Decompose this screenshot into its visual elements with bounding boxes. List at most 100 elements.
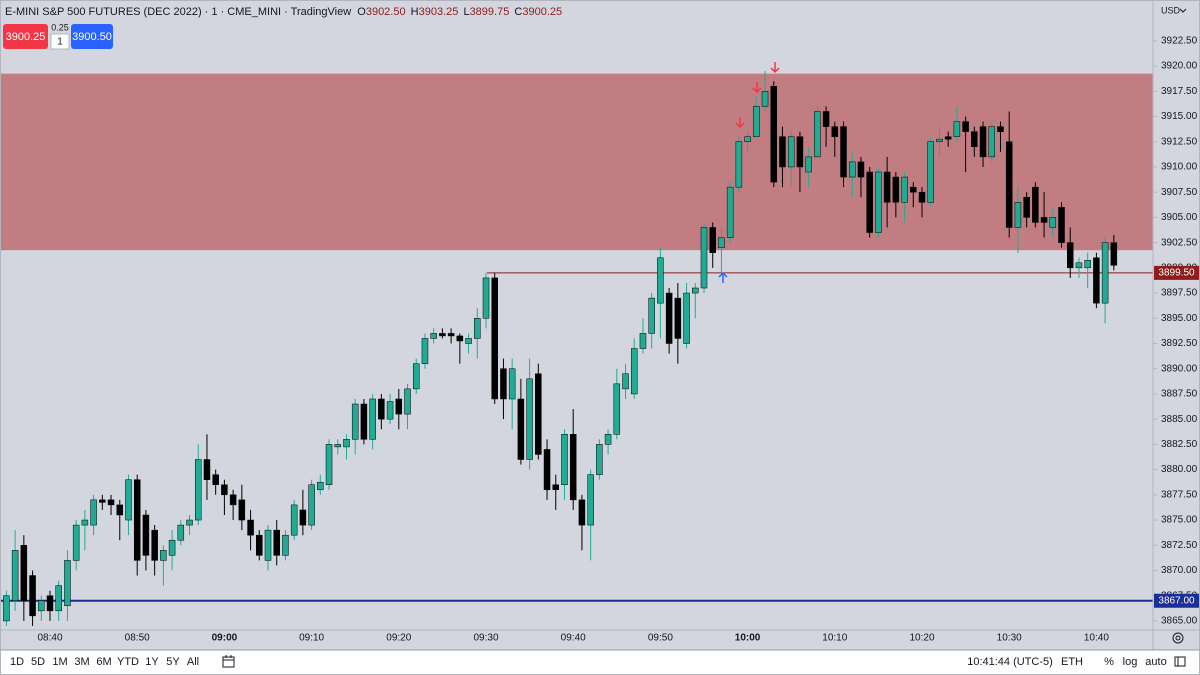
candle-body	[46, 595, 54, 612]
y-tick-label: 3895.00	[1161, 313, 1198, 324]
sell-arrow	[770, 62, 780, 74]
range-button[interactable]: 1Y	[145, 656, 159, 668]
candle-body	[378, 398, 385, 420]
ohlc-value: 3900.25	[522, 6, 562, 18]
candle-body	[421, 338, 429, 364]
candle-body	[360, 403, 368, 440]
range-button[interactable]: All	[187, 656, 199, 668]
resistance-zone	[0, 73, 1153, 251]
y-tick-label: 3880.00	[1161, 464, 1198, 475]
candle-body	[997, 126, 1004, 132]
auto-toggle[interactable]: auto	[1145, 656, 1166, 668]
y-tick-label: 3887.50	[1161, 389, 1198, 400]
candle-body	[369, 398, 376, 440]
buy-price[interactable]: 3900.50	[72, 31, 112, 43]
candle-body	[910, 186, 917, 193]
buy-button[interactable]	[71, 24, 113, 49]
x-tick-label: 09:00	[212, 633, 238, 644]
candle-body	[892, 176, 900, 203]
price-label: 3867.00	[1158, 595, 1195, 606]
y-tick-label: 3905.00	[1161, 212, 1198, 223]
candle-body	[587, 474, 594, 526]
candle-body	[1093, 257, 1100, 304]
x-tick-label: 09:20	[386, 633, 411, 644]
candle-body	[761, 91, 769, 107]
candle-body	[866, 171, 873, 233]
candle-body	[1101, 242, 1109, 304]
candle-body	[151, 529, 158, 561]
candle-body	[1066, 242, 1074, 269]
candle-body	[412, 363, 420, 390]
candle-body	[508, 368, 516, 400]
candle-body	[334, 444, 342, 448]
y-tick-label: 3872.50	[1161, 540, 1198, 551]
candle-body	[177, 524, 185, 541]
candle-body	[1014, 202, 1022, 228]
date-range-icon[interactable]	[222, 655, 235, 668]
ohlc-label: H	[411, 6, 419, 18]
candle-body	[569, 434, 577, 501]
candle-body	[971, 131, 978, 148]
candle-body	[20, 545, 28, 601]
candle-body	[81, 519, 89, 526]
ohlc-value: 3899.75	[470, 6, 510, 18]
candle-body	[290, 504, 298, 536]
candle-body	[770, 86, 778, 183]
layout-icon[interactable]	[1174, 656, 1186, 667]
range-button[interactable]: 6M	[96, 656, 111, 668]
chart-header: E-MINI S&P 500 FUTURES (DEC 2022) · 1 · …	[5, 6, 562, 18]
percent-toggle[interactable]: %	[1104, 656, 1114, 668]
sell-price[interactable]: 3900.25	[6, 31, 46, 43]
x-tick-label: 08:50	[125, 633, 150, 644]
session[interactable]: ETH	[1061, 656, 1083, 668]
candle-body	[125, 479, 132, 521]
candle-body	[709, 227, 716, 253]
y-tick-label: 3907.50	[1161, 187, 1198, 198]
candle-body	[430, 333, 437, 339]
candle-body	[735, 141, 743, 188]
candle-body	[500, 368, 507, 400]
settings-icon[interactable]	[1172, 632, 1184, 644]
y-tick-label: 3910.00	[1161, 162, 1198, 173]
candle-body	[796, 136, 804, 168]
x-tick-label: 08:40	[37, 633, 62, 644]
price-label: 3899.50	[1158, 268, 1195, 279]
candle-body	[212, 474, 219, 485]
candle-body	[526, 378, 533, 460]
quantity[interactable]: 1	[57, 37, 63, 48]
range-button[interactable]: 1D	[10, 656, 24, 668]
candle-body	[831, 126, 839, 137]
candle-body	[604, 434, 612, 445]
ohlc-value: 3903.25	[419, 6, 459, 18]
candle-body	[64, 560, 71, 607]
range-button[interactable]: 5Y	[166, 656, 180, 668]
price-label-box	[1154, 593, 1199, 608]
buy-arrow	[718, 271, 728, 283]
candle-body	[744, 136, 751, 142]
candle-body	[648, 297, 655, 334]
candle-body	[700, 227, 708, 289]
candle-body	[456, 335, 464, 342]
candle-body	[1058, 207, 1065, 243]
sell-button[interactable]	[3, 24, 48, 49]
y-tick-label: 3882.50	[1161, 439, 1198, 450]
ohlc-value: 3902.50	[366, 6, 406, 18]
range-button[interactable]: 1M	[52, 656, 67, 668]
range-button[interactable]: 5D	[31, 656, 45, 668]
range-button[interactable]: 3M	[74, 656, 89, 668]
currency[interactable]: USD	[1161, 5, 1181, 15]
log-toggle[interactable]: log	[1123, 656, 1138, 668]
candle-body	[535, 373, 542, 455]
quantity-box[interactable]	[50, 33, 70, 50]
range-button[interactable]: YTD	[117, 656, 139, 668]
candle-body	[29, 575, 36, 617]
candle-body	[168, 539, 176, 556]
y-tick-label: 3885.00	[1161, 414, 1198, 425]
candle-body	[578, 499, 586, 526]
x-tick-label: 10:10	[822, 633, 847, 644]
candle-body	[857, 161, 865, 178]
candle-body	[953, 121, 961, 137]
candle-body	[814, 111, 821, 158]
candle-body	[1005, 141, 1013, 228]
candle-body	[1110, 242, 1118, 266]
